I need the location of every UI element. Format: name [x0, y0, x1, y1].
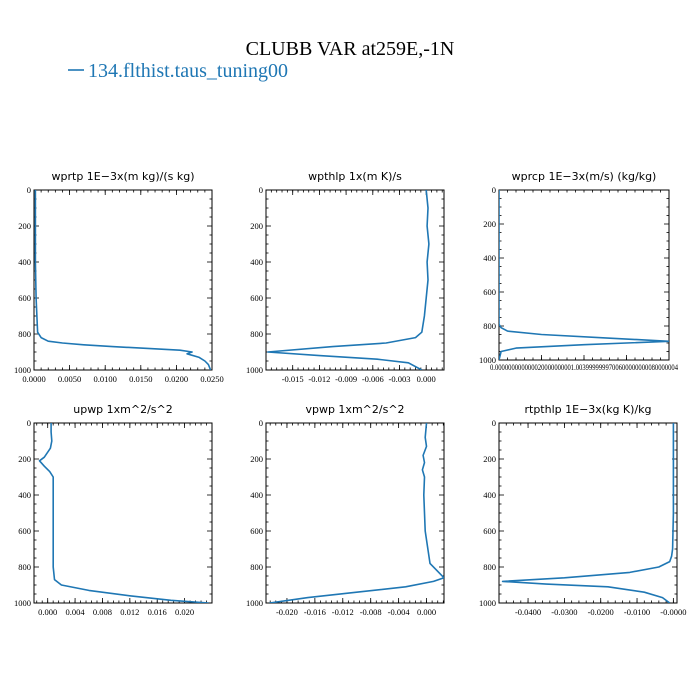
series-line [499, 190, 669, 360]
panel-4: upwp 1xm^2/s^2 0 200 400 600 800 1000 0.000 0.00… [14, 403, 213, 617]
panel-title: vpwp 1xm^2/s^2 [305, 403, 404, 416]
y-tick-label: 0 [27, 185, 31, 195]
y-tick-label: 400 [250, 257, 263, 267]
y-tick-label: 0 [259, 185, 263, 195]
x-tick-label: 0.008 [93, 607, 112, 617]
y-tick-label: 0 [492, 185, 496, 195]
y-tick-label: 400 [483, 253, 496, 263]
y-tick-label: 600 [483, 526, 496, 536]
y-tick-label: 800 [18, 329, 31, 339]
y-tick-label: 600 [18, 526, 31, 536]
x-tick-label: -0.0000 [660, 607, 686, 617]
panel-title: wprtp 1E−3x(m kg)/(s kg) [52, 170, 195, 183]
plot-frame [498, 189, 670, 361]
y-tick-label: 1000 [14, 598, 31, 608]
y-tick-label: 200 [250, 221, 263, 231]
x-tick-label: 0.0000 [22, 374, 45, 384]
x-tick-label: -0.020 [276, 607, 298, 617]
y-tick-label: 0 [492, 418, 496, 428]
y-tick-label: 600 [250, 293, 263, 303]
y-tick-label: 600 [18, 293, 31, 303]
figure-title: CLUBB VAR at259E,-1N [246, 38, 455, 60]
x-tick-label: 0.000 [38, 607, 57, 617]
x-tick-label: 0.0200 [165, 374, 188, 384]
y-tick-label: 600 [483, 287, 496, 297]
plot-frame [265, 422, 445, 604]
x-tick-label: -0.012 [332, 607, 354, 617]
y-tick-label: 1000 [14, 365, 31, 375]
panel-6: rtpthlp 1E−3x(kg K)/kg 0 200 400 600 800 1000 -… [479, 403, 686, 617]
y-tick-label: 800 [483, 562, 496, 572]
x-tick-label: 0.0150 [129, 374, 152, 384]
series-line [269, 423, 444, 603]
y-tick-label: 400 [18, 257, 31, 267]
series-line [266, 190, 430, 370]
y-tick-label: 400 [18, 490, 31, 500]
y-tick-label: 200 [483, 219, 496, 229]
x-tick-label: 0.020 [175, 607, 194, 617]
series-line [501, 423, 675, 603]
y-tick-label: 1000 [479, 598, 496, 608]
x-tick-label: -0.012 [308, 374, 330, 384]
y-tick-label: 1000 [479, 355, 496, 365]
y-tick-label: 1000 [246, 598, 263, 608]
y-tick-label: 800 [483, 321, 496, 331]
y-tick-label: 800 [250, 329, 263, 339]
panel-title: rtpthlp 1E−3x(kg K)/kg [524, 403, 651, 416]
panel-title: wprcp 1E−3x(m/s) (kg/kg) [512, 170, 657, 183]
y-tick-label: 0 [27, 418, 31, 428]
y-tick-label: 0 [259, 418, 263, 428]
series-line [34, 190, 212, 370]
x-tick-label: 0.000 [417, 607, 436, 617]
panel-3: wprcp 1E−3x(m/s) (kg/kg) 0 200 400 600 800 100… [479, 170, 679, 372]
y-tick-label: 800 [18, 562, 31, 572]
x-tick-label: -0.0200 [588, 607, 614, 617]
x-tick-label: 0.0100 [94, 374, 117, 384]
x-tick-label: -0.006 [362, 374, 384, 384]
y-tick-label: 200 [483, 454, 496, 464]
x-tick-label: 0.012 [120, 607, 139, 617]
x-tick-label: -0.016 [304, 607, 326, 617]
x-tick-label: -0.008 [360, 607, 382, 617]
panel-title: upwp 1xm^2/s^2 [73, 403, 173, 416]
panel-5: vpwp 1xm^2/s^2 0 200 400 600 800 1000 -0.020 -0.… [246, 403, 445, 617]
x-tick-labels-overlapping: 0.000000000000020000000001.0039999999700… [490, 362, 679, 372]
y-tick-label: 1000 [246, 365, 263, 375]
panel-1: wprtp 1E−3x(m kg)/(s kg) 0 200 400 600 800 100… [14, 170, 224, 384]
x-tick-label: -0.003 [389, 374, 411, 384]
x-tick-label: -0.004 [388, 607, 411, 617]
panels: wprtp 1E−3x(m kg)/(s kg) 0 200 400 600 800 100… [14, 170, 686, 617]
y-tick-label: 400 [483, 490, 496, 500]
x-tick-label: -0.0300 [551, 607, 577, 617]
x-tick-label: 0.0250 [200, 374, 223, 384]
y-tick-label: 200 [18, 221, 31, 231]
y-tick-label: 200 [250, 454, 263, 464]
series-line [38, 423, 209, 603]
panel-2: wpthlp 1x(m K)/s02004006008001000-0.015-… [246, 170, 445, 384]
y-tick-label: 400 [250, 490, 263, 500]
x-tick-label: -0.009 [335, 374, 357, 384]
y-tick-label: 200 [18, 454, 31, 464]
y-tick-label: 800 [250, 562, 263, 572]
panel-title: wpthlp 1x(m K)/s [308, 170, 402, 183]
plot-frame [265, 189, 445, 371]
x-tick-label: 0.000 [417, 374, 436, 384]
x-tick-label: -0.0100 [624, 607, 650, 617]
y-tick-label: 600 [250, 526, 263, 536]
x-tick-label: 0.0050 [58, 374, 81, 384]
x-tick-label: -0.015 [282, 374, 304, 384]
x-tick-label: 0.016 [148, 607, 167, 617]
legend-label: 134.flthist.taus_tuning00 [88, 60, 288, 82]
x-tick-label: -0.0400 [515, 607, 541, 617]
plot-frame [33, 422, 213, 604]
x-tick-label: 0.004 [66, 607, 86, 617]
